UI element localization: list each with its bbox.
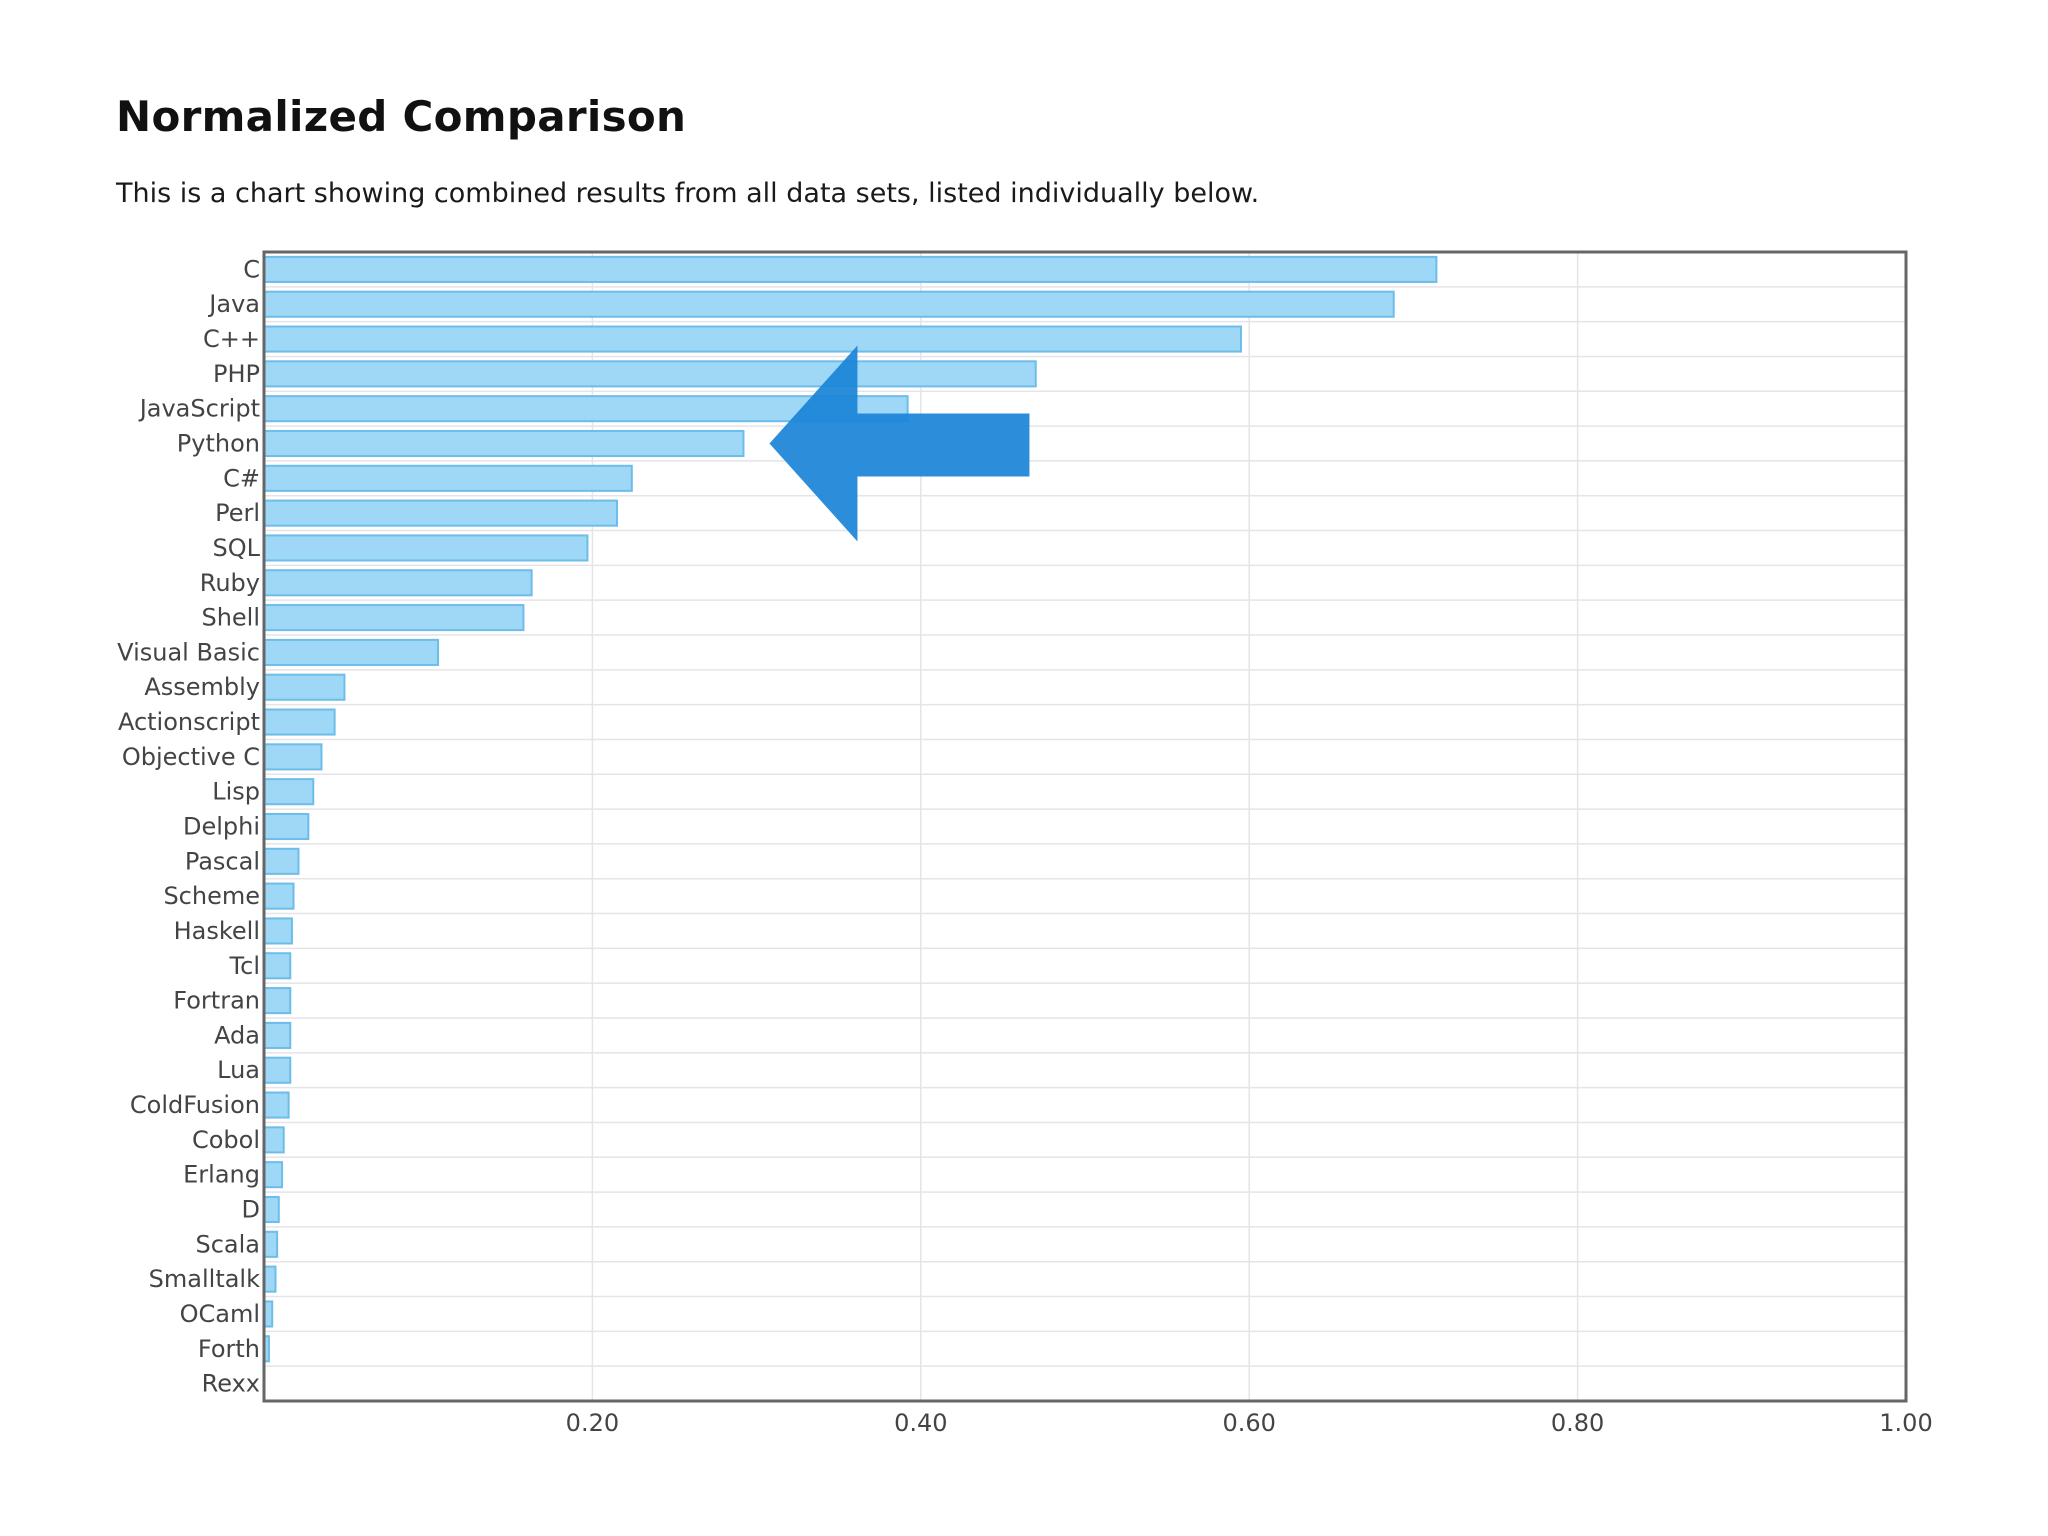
category-label: Actionscript xyxy=(118,708,260,736)
bar-actionscript xyxy=(263,708,336,736)
page-title: Normalized Comparison xyxy=(116,92,687,141)
category-label: D xyxy=(242,1196,260,1224)
category-label: Lisp xyxy=(212,778,260,806)
bar-python xyxy=(263,429,745,458)
category-label: Pascal xyxy=(185,847,260,875)
category-label: C# xyxy=(223,464,260,492)
bar-erlang xyxy=(263,1161,284,1189)
category-label: Erlang xyxy=(183,1161,260,1189)
bar-perl xyxy=(263,499,619,527)
gridlines xyxy=(264,252,1907,1401)
bar-shell xyxy=(263,604,525,632)
bar-tcl xyxy=(263,952,292,980)
bar-delphi xyxy=(263,812,310,841)
left-arrow-icon xyxy=(769,345,1030,542)
category-label: C++ xyxy=(203,325,260,353)
bar-lua xyxy=(263,1056,292,1084)
category-label: Fortran xyxy=(173,987,260,1015)
category-label: Visual Basic xyxy=(117,638,260,666)
bar-c- xyxy=(263,325,1242,353)
bar-ada xyxy=(263,1021,292,1049)
category-label: Scheme xyxy=(163,882,260,910)
category-label: Smalltalk xyxy=(149,1265,260,1293)
category-label: Objective C xyxy=(122,743,260,771)
category-label: OCaml xyxy=(180,1300,260,1328)
annotation xyxy=(769,345,1030,542)
bar-objective-c xyxy=(263,743,323,771)
bar-java xyxy=(263,290,1395,318)
bar-d xyxy=(263,1195,280,1224)
chart-description: This is a chart showing combined results… xyxy=(116,178,1260,209)
category-label: Rexx xyxy=(202,1370,260,1398)
bar-coldfusion xyxy=(263,1091,290,1119)
bar-visual-basic xyxy=(263,638,440,666)
category-label: PHP xyxy=(213,360,260,388)
bars xyxy=(263,255,1438,1363)
x-tick-label: 0.40 xyxy=(894,1409,947,1437)
category-label: Perl xyxy=(215,499,260,527)
category-label: Java xyxy=(207,290,260,318)
bar-haskell xyxy=(263,917,293,945)
category-label: Tcl xyxy=(229,952,260,980)
x-tick-label: 0.20 xyxy=(566,1409,619,1437)
category-label: Ada xyxy=(214,1021,260,1049)
category-label: Lua xyxy=(217,1056,260,1084)
x-tick-label: 1.00 xyxy=(1879,1409,1932,1437)
bar-c xyxy=(263,255,1438,283)
category-label: Haskell xyxy=(174,917,260,945)
bar-lisp xyxy=(263,778,315,806)
bar-c- xyxy=(263,464,633,492)
bar-smalltalk xyxy=(263,1265,277,1293)
bar-scheme xyxy=(263,882,295,910)
bar-cobol xyxy=(263,1126,285,1154)
bar-php xyxy=(263,360,1037,388)
category-label: Scala xyxy=(195,1230,260,1258)
category-label: Assembly xyxy=(144,673,260,701)
x-tick-label: 0.60 xyxy=(1222,1409,1275,1437)
bar-pascal xyxy=(263,847,300,875)
bar-ruby xyxy=(263,569,533,597)
category-label: SQL xyxy=(213,534,261,562)
bar-fortran xyxy=(263,987,292,1015)
plot-frame xyxy=(262,250,1908,1403)
category-label: Shell xyxy=(201,604,260,632)
category-label: ColdFusion xyxy=(130,1091,260,1119)
category-label: C xyxy=(243,255,260,283)
category-label: JavaScript xyxy=(138,395,260,423)
category-label: Delphi xyxy=(183,813,260,841)
x-axis-tick-labels: 0.20 0.40 0.60 0.80 1.00 xyxy=(566,1409,1933,1437)
category-label: Python xyxy=(177,430,260,458)
category-label: Ruby xyxy=(200,569,260,597)
category-label: Forth xyxy=(198,1335,260,1363)
bar-scala xyxy=(263,1230,279,1258)
category-label: Cobol xyxy=(192,1126,260,1154)
category-labels: C Java C++ PHP JavaScript Python C# Perl SQL Ruby… xyxy=(117,255,260,1397)
bar-assembly xyxy=(263,673,346,701)
bar-sql xyxy=(263,534,589,562)
x-tick-label: 0.80 xyxy=(1551,1409,1604,1437)
